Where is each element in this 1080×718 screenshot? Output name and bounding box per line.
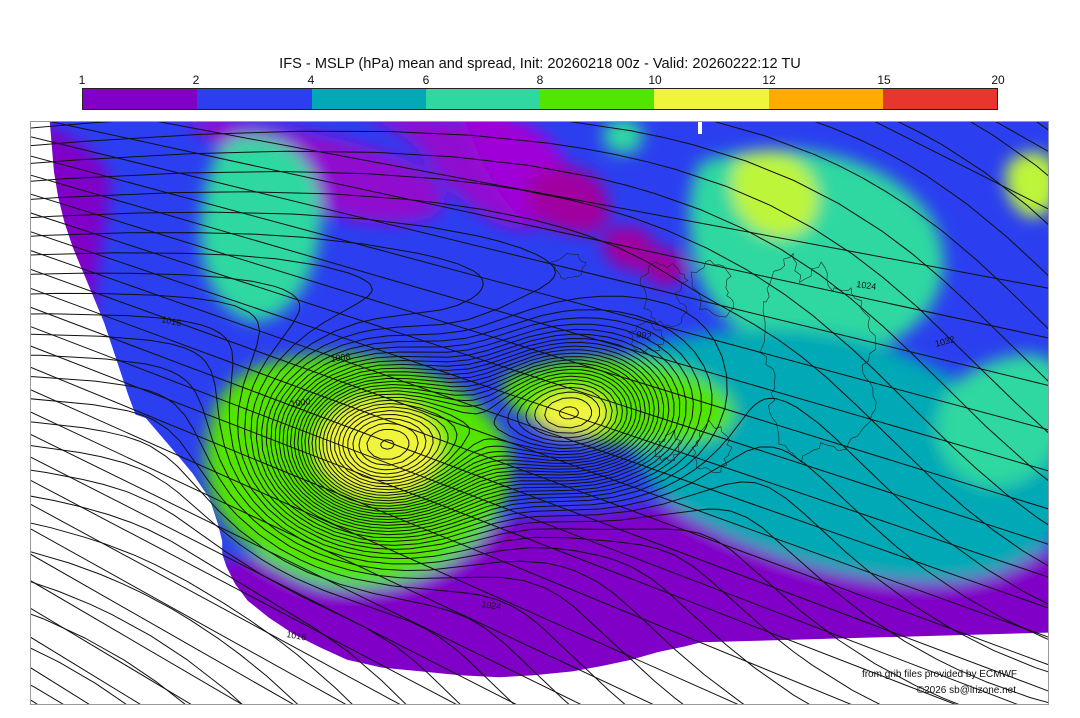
svg-text:1000: 1000 xyxy=(290,396,311,409)
svg-text:1016: 1016 xyxy=(286,629,307,642)
svg-text:1024: 1024 xyxy=(856,279,877,292)
svg-text:1024: 1024 xyxy=(481,599,502,612)
svg-text:1032: 1032 xyxy=(934,334,956,349)
svg-text:1008: 1008 xyxy=(330,351,351,364)
svg-text:1016: 1016 xyxy=(161,314,183,328)
svg-text:992: 992 xyxy=(636,329,653,341)
